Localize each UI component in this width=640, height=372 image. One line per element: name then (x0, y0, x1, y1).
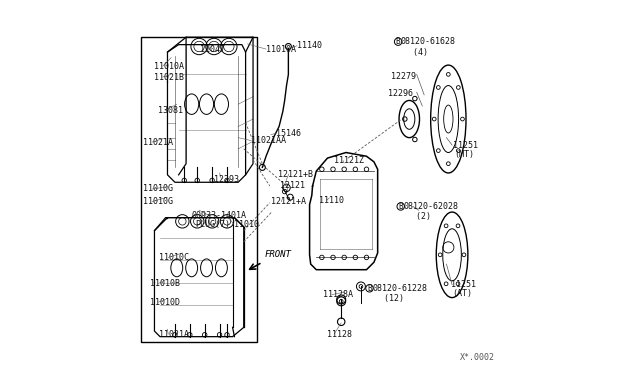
Text: 11021A: 11021A (143, 138, 173, 147)
Text: 11010D: 11010D (150, 298, 180, 307)
Text: 11010C: 11010C (159, 253, 189, 262)
Text: 12296: 12296 (388, 89, 413, 98)
Text: 11140: 11140 (297, 41, 322, 50)
Text: FRONT: FRONT (264, 250, 291, 259)
Text: (2): (2) (406, 212, 431, 221)
Text: 12293: 12293 (214, 175, 239, 184)
Text: 11010: 11010 (234, 220, 259, 229)
Text: 08120-61228: 08120-61228 (372, 284, 427, 293)
Text: (AT): (AT) (452, 289, 472, 298)
Text: 00933-1401A: 00933-1401A (191, 211, 246, 219)
Text: 11251: 11251 (453, 141, 478, 150)
Text: B: B (399, 202, 403, 211)
Text: (4): (4) (403, 48, 428, 57)
Text: X*.0002: X*.0002 (460, 353, 495, 362)
Text: 11021B: 11021B (154, 73, 184, 81)
Text: 11021AA: 11021AA (251, 136, 286, 145)
Text: 11010A: 11010A (266, 45, 296, 54)
Text: 12121: 12121 (280, 181, 305, 190)
Text: 11010A: 11010A (154, 62, 184, 71)
Text: 11128: 11128 (326, 330, 352, 339)
Text: 12121+A: 12121+A (271, 197, 306, 206)
Text: B: B (396, 37, 401, 46)
Text: 11010B: 11010B (150, 279, 180, 288)
Text: 11121Z: 11121Z (334, 156, 364, 165)
Text: 11128A: 11128A (323, 290, 353, 299)
Text: 11010G: 11010G (143, 197, 173, 206)
Text: 08120-61628: 08120-61628 (401, 37, 456, 46)
Bar (141, 37, 257, 342)
Text: 13081: 13081 (158, 106, 183, 115)
Text: (12): (12) (374, 294, 404, 303)
Text: 11251: 11251 (451, 280, 476, 289)
Text: B: B (367, 284, 372, 293)
Text: 11010G: 11010G (143, 185, 173, 193)
Text: PLUG(7): PLUG(7) (195, 220, 230, 229)
Text: (MT): (MT) (454, 150, 474, 159)
Text: 08120-62028: 08120-62028 (403, 202, 458, 211)
Text: 11047: 11047 (200, 45, 225, 54)
Text: 12121+B: 12121+B (278, 170, 314, 179)
Text: 15146: 15146 (276, 129, 301, 138)
Text: 11110: 11110 (319, 196, 344, 205)
Text: 12279: 12279 (392, 72, 417, 81)
Text: 11021A: 11021A (159, 330, 189, 339)
